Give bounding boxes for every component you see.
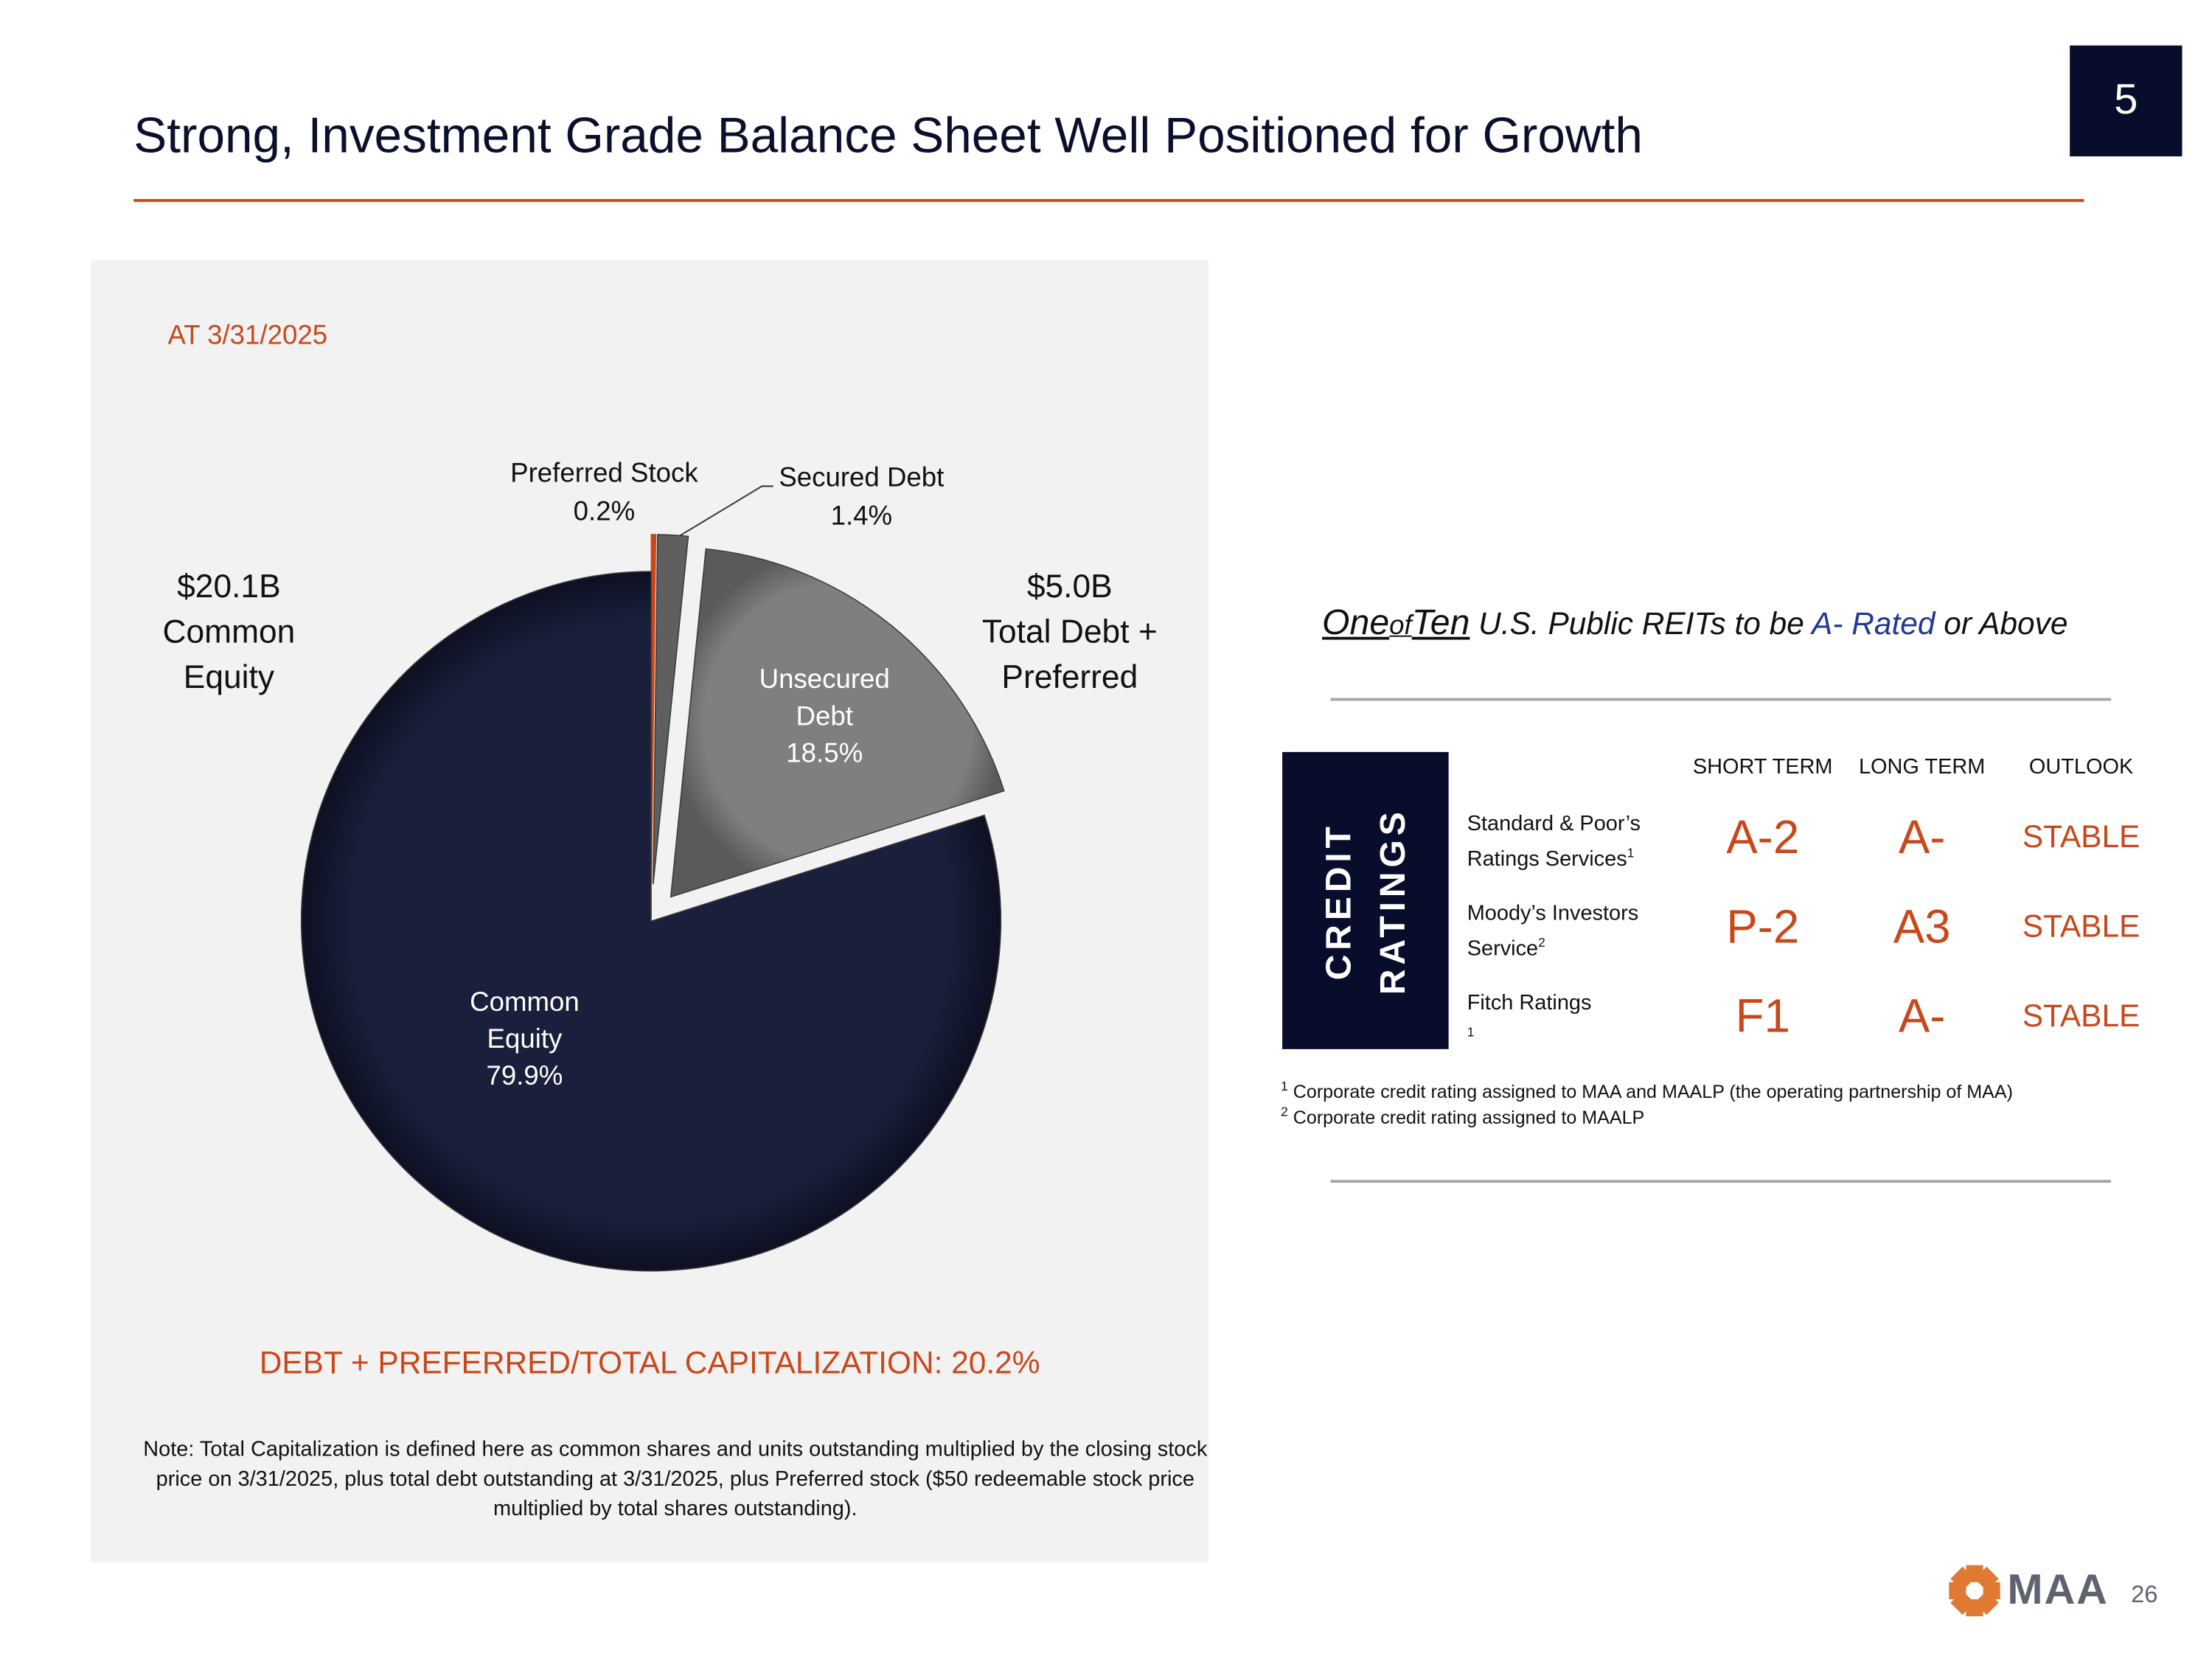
preferred-label-value: 0.2% <box>573 497 636 528</box>
common-equity-slice <box>300 571 1002 1272</box>
secured-debt-slice <box>653 534 689 885</box>
col-header-outlook: OUTLOOK <box>2028 754 2134 779</box>
equity-label: Common Equity 79.9% <box>439 985 610 1096</box>
agency-footnote-mark: 1 <box>1467 1025 1475 1040</box>
long-term-rating: A- <box>1898 810 1946 863</box>
credit-label: CREDIT <box>1318 821 1359 980</box>
unsecured-label: Unsecured Debt 18.5% <box>740 662 910 773</box>
equity-total-line2: Common <box>162 612 296 650</box>
footnote-text: Corporate credit rating assigned to MAAL… <box>1293 1106 1645 1128</box>
ratings-label: RATINGS <box>1372 807 1413 995</box>
outlook-rating: STABLE <box>2022 998 2140 1034</box>
short-term-rating: F1 <box>1735 989 1790 1043</box>
preferred-label: Preferred Stock 0.2% <box>490 455 717 532</box>
long-term-rating: A3 <box>1893 900 1951 953</box>
debt-total-annotation: $5.0B Total Debt + Preferred <box>953 563 1187 699</box>
outlook-rating: STABLE <box>2022 818 2140 855</box>
footnote-2: 2 Corporate credit rating assigned to MA… <box>1281 1105 1644 1127</box>
outlook-rating: STABLE <box>2022 908 2140 945</box>
page-number: 26 <box>2131 1580 2158 1608</box>
preferred-label-name: Preferred Stock <box>510 459 698 490</box>
col-header-long-term: LONG TERM <box>1858 754 1986 779</box>
unsecured-label-line2: Debt <box>796 702 853 732</box>
footnote-mark: 1 <box>1281 1079 1288 1093</box>
divider-bottom <box>1330 1180 2112 1183</box>
debt-total-amount: $5.0B <box>1026 567 1113 605</box>
agency-line1: Moody’s Investors <box>1467 901 1639 926</box>
secured-leader-line <box>679 485 773 537</box>
equity-label-line1: Common <box>470 987 580 1018</box>
short-term-rating: A-2 <box>1726 810 1800 863</box>
capitalization-note: Note: Total Capitalization is defined he… <box>143 1437 1208 1521</box>
tagline: OneofTen U.S. Public REITs to be A- Rate… <box>1322 602 2067 644</box>
tagline-of: of <box>1389 611 1412 641</box>
footnote-1: 1 Corporate credit rating assigned to MA… <box>1281 1079 2013 1102</box>
agency-line1: Standard & Poor’s <box>1467 811 1641 836</box>
capitalization-ratio: DEBT + PREFERRED/TOTAL CAPITALIZATION: 2… <box>259 1344 1040 1381</box>
secured-label-value: 1.4% <box>830 501 893 532</box>
equity-total-annotation: $20.1B Common Equity <box>122 563 335 699</box>
rating-agency: Moody’s Investors Service2 <box>1467 898 1639 964</box>
long-term-rating: A- <box>1898 989 1946 1043</box>
tagline-one: One <box>1322 602 1390 643</box>
slide-title: Strong, Investment Grade Balance Sheet W… <box>133 108 1643 164</box>
unsecured-label-line1: Unsecured <box>759 665 890 695</box>
short-term-rating: P-2 <box>1726 900 1800 953</box>
secured-label-name: Secured Debt <box>779 463 945 494</box>
agency-line1: Fitch Ratings <box>1467 990 1592 1015</box>
secured-label: Secured Debt 1.4% <box>762 459 961 536</box>
tagline-ten: Ten <box>1411 602 1470 643</box>
footnote-mark: 2 <box>1281 1105 1288 1119</box>
chart-title: AT 3/31/2025 <box>167 321 328 352</box>
equity-label-line2: Equity <box>487 1025 563 1055</box>
tagline-end: or Above <box>1935 605 2068 641</box>
agency-line2: Ratings Services <box>1467 847 1627 872</box>
equity-total-amount: $20.1B <box>177 567 281 605</box>
maa-starburst-icon <box>1949 1565 2000 1617</box>
agency-footnote-mark: 2 <box>1538 935 1545 950</box>
unsecured-label-value: 18.5% <box>786 739 863 770</box>
title-divider <box>133 198 2084 202</box>
rating-agency: Standard & Poor’s Ratings Services1 <box>1467 809 1641 874</box>
rating-agency: Fitch Ratings 1 <box>1467 988 1592 1054</box>
agency-footnote-mark: 1 <box>1627 846 1635 860</box>
equity-total-line3: Equity <box>183 658 275 695</box>
divider-top <box>1330 698 2112 701</box>
unsecured-debt-slice <box>669 548 1005 898</box>
col-header-short-term: SHORT TERM <box>1692 754 1833 779</box>
credit-ratings-box: CREDIT RATINGS <box>1282 751 1449 1049</box>
maa-logo: MAA <box>1947 1564 2108 1618</box>
preferred-stock-slice <box>650 534 657 885</box>
debt-total-line2: Total Debt + <box>981 612 1158 650</box>
tagline-middle: U.S. Public REITs to be <box>1470 605 1812 641</box>
maa-logo-text: MAA <box>2007 1566 2109 1614</box>
debt-total-line3: Preferred <box>1001 658 1138 695</box>
equity-label-value: 79.9% <box>486 1062 563 1092</box>
section-number-badge: 5 <box>2070 45 2183 157</box>
agency-line2: Service <box>1467 936 1539 961</box>
tagline-rating: A- Rated <box>1812 605 1935 641</box>
footnote-text: Corporate credit rating assigned to MAA … <box>1293 1080 2013 1102</box>
